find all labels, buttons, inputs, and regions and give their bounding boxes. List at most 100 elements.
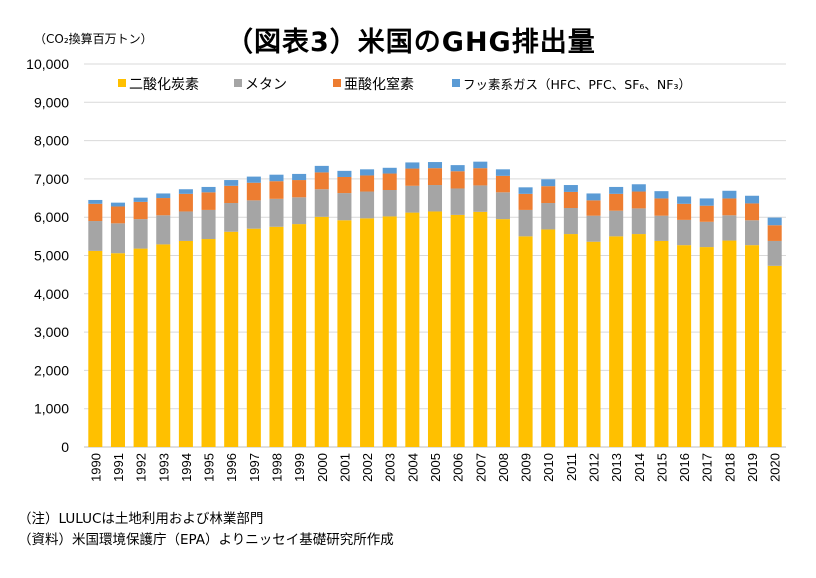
bar-segment-co2 xyxy=(518,236,533,447)
note-lulucf: （注）LULUCは土地利用および林業部門 xyxy=(18,511,264,527)
y-tick-label: 4,000 xyxy=(34,286,69,302)
bar-segment-n2o xyxy=(586,200,601,216)
x-tick-label: 1993 xyxy=(156,453,171,482)
x-tick-label: 2004 xyxy=(405,453,420,482)
bar-segment-n2o xyxy=(224,185,239,204)
x-tick-label: 2008 xyxy=(496,453,511,482)
bar-segment-n2o xyxy=(88,203,103,222)
bar-segment-n2o xyxy=(246,182,261,201)
bar-segment-n2o xyxy=(133,201,148,220)
x-tick-label: 1999 xyxy=(292,453,307,482)
bar-segment-n2o xyxy=(201,192,216,210)
bar-segment-co2 xyxy=(745,245,760,447)
bar-segment-n2o xyxy=(360,175,375,192)
bar-segment-ch4 xyxy=(654,215,669,241)
bar-segment-n2o xyxy=(677,203,692,220)
legend-swatch-fgas xyxy=(452,79,460,87)
y-tick-label: 2,000 xyxy=(34,362,69,378)
bar-segment-n2o xyxy=(450,171,465,189)
bar-segment-n2o xyxy=(518,193,533,210)
bar-segment-n2o xyxy=(699,205,714,222)
bar-segment-ch4 xyxy=(246,200,261,229)
bar-segment-fgas xyxy=(269,174,284,182)
bar-segment-co2 xyxy=(337,220,352,447)
bar-segment-fgas xyxy=(405,162,420,169)
x-tick-label: 1995 xyxy=(202,453,217,482)
bar-segment-n2o xyxy=(745,203,760,221)
legend-swatch-co2 xyxy=(118,79,126,87)
x-tick-label: 1997 xyxy=(247,453,262,482)
legend-label: 亜酸化窒素 xyxy=(344,76,414,93)
y-tick-label: 6,000 xyxy=(34,209,69,225)
y-tick-label: 8,000 xyxy=(34,133,69,149)
bar-segment-ch4 xyxy=(518,209,533,237)
bar-segment-n2o xyxy=(473,168,488,186)
x-tick-label: 2005 xyxy=(428,453,443,482)
bar-segment-fgas xyxy=(450,165,465,172)
bar-segment-fgas xyxy=(631,184,646,192)
bar-segment-ch4 xyxy=(722,215,737,241)
x-tick-label: 1996 xyxy=(224,453,239,482)
bar-segment-co2 xyxy=(495,219,510,447)
legend-label: 二酸化炭素 xyxy=(129,77,199,93)
bar-segment-n2o xyxy=(767,225,782,241)
bar-segment-ch4 xyxy=(360,191,375,219)
bar-segment-fgas xyxy=(246,176,261,183)
bar-segment-co2 xyxy=(88,250,103,447)
bar-segment-co2 xyxy=(178,240,193,447)
bar-segment-fgas xyxy=(767,217,782,226)
bar-segment-co2 xyxy=(677,245,692,447)
bar-segment-n2o xyxy=(382,173,397,191)
bar-segment-co2 xyxy=(586,241,601,447)
bar-segment-fgas xyxy=(677,196,692,204)
bar-segment-n2o xyxy=(631,191,646,209)
bar-segment-ch4 xyxy=(609,210,624,237)
bar-segment-ch4 xyxy=(677,219,692,246)
bar-segment-co2 xyxy=(699,247,714,447)
bar-segment-co2 xyxy=(722,240,737,447)
bar-segment-fgas xyxy=(88,199,103,204)
bar-segment-n2o xyxy=(292,180,307,198)
bar-segment-n2o xyxy=(314,172,329,190)
bar-segment-ch4 xyxy=(473,185,488,212)
bar-segment-fgas xyxy=(518,187,533,194)
bar-segment-fgas xyxy=(609,186,624,194)
bar-segment-fgas xyxy=(654,191,669,199)
bar-segment-co2 xyxy=(450,214,465,447)
bar-segment-ch4 xyxy=(110,223,125,254)
ghg-stacked-bar-chart: 0 1,000 2,000 3,000 4,000 5,000 6,000 7,000 8,00… xyxy=(26,56,786,482)
x-tick-label: 2015 xyxy=(654,453,669,482)
bar-segment-ch4 xyxy=(541,203,556,230)
bar-segment-ch4 xyxy=(427,185,443,212)
chart-title: （図表3）米国のGHG排出量 xyxy=(226,27,596,58)
x-tick-label: 2018 xyxy=(722,453,737,482)
bar-segment-ch4 xyxy=(382,190,397,217)
legend-swatch-n2o xyxy=(333,79,341,87)
note-source: （資料）米国環境保護庁（EPA）よりニッセイ基礎研究所作成 xyxy=(18,532,394,548)
x-tick-label: 2002 xyxy=(360,453,375,482)
bar-segment-ch4 xyxy=(292,197,307,225)
x-tick-label: 2019 xyxy=(745,453,760,482)
bar-segment-ch4 xyxy=(563,208,578,235)
bar-segment-fgas xyxy=(178,189,193,194)
x-tick-label: 2016 xyxy=(677,453,692,482)
bar-segment-fgas xyxy=(292,173,307,181)
bar-segment-ch4 xyxy=(314,189,329,217)
bar-segment-fgas xyxy=(110,202,125,207)
x-tick-label: 2000 xyxy=(315,453,330,482)
bar-segment-fgas xyxy=(360,169,375,176)
bars xyxy=(88,161,782,447)
bar-segment-fgas xyxy=(224,180,239,186)
bar-segment-ch4 xyxy=(631,208,646,235)
bar-segment-fgas xyxy=(586,193,601,201)
x-tick-label: 2014 xyxy=(632,453,647,482)
bar-segment-n2o xyxy=(609,193,624,211)
legend-label: フッ素系ガス（HFC、PFC、SF₆、NF₃） xyxy=(463,77,691,92)
bar-segment-n2o xyxy=(269,181,284,199)
bar-segment-co2 xyxy=(473,211,488,447)
y-tick-label: 1,000 xyxy=(34,401,69,417)
bar-segment-ch4 xyxy=(450,188,465,215)
bar-segment-fgas xyxy=(473,161,488,169)
bar-segment-n2o xyxy=(722,198,737,216)
bar-segment-n2o xyxy=(541,186,556,204)
